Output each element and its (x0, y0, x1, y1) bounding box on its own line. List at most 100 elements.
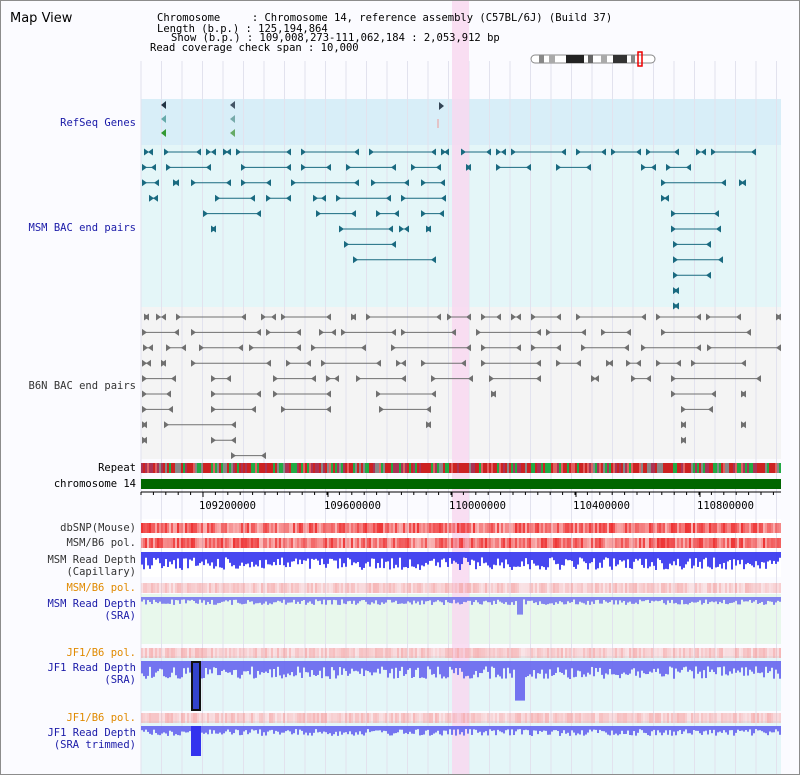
jf1-sra-depth-bar (713, 661, 715, 672)
repeat-block (421, 463, 423, 473)
track-label-jf1-depth-sra[interactable]: JF1 Read Depth (47, 662, 136, 674)
dbsnp-heat-cell (419, 523, 421, 533)
track-label-chromosome[interactable]: chromosome 14 (53, 478, 136, 490)
msm-b6-pol-heat-cell (709, 583, 711, 593)
msm-b6-pol-heat-cell (395, 583, 397, 593)
msm-sra-depth-bar (535, 597, 537, 603)
repeat-block (681, 463, 683, 473)
jf1-trimmed-depth-bar (257, 726, 259, 734)
msm-b6-pol-heat-cell (181, 583, 183, 593)
gene-arrow-icon (161, 129, 166, 137)
repeat-block (405, 463, 407, 473)
jf1-trimmed-depth-bar (255, 726, 257, 731)
msm-capillary-depth-bar (205, 552, 207, 560)
jf1-b6-pol-heat-cell (513, 713, 515, 723)
msm-b6-pol-heat-cell (307, 583, 309, 593)
jf1-b6-pol-heat-cell (517, 713, 519, 723)
jf1-b6-pol-heat-cell (629, 713, 631, 723)
track-label-msm-bac[interactable]: MSM BAC end pairs (28, 222, 136, 234)
msm-capillary-depth-bar (149, 552, 151, 569)
msm-b6-pol-heat-cell (613, 538, 615, 548)
track-label-jf1-b6-pol-2[interactable]: JF1/B6 pol. (66, 712, 136, 724)
track-label-repeat[interactable]: Repeat (98, 462, 136, 474)
msm-capillary-depth-bar (341, 552, 343, 568)
b6n-bac-pair-end (273, 390, 278, 398)
dbsnp-heat-cell (539, 523, 541, 533)
track-label-msm-b6-pol-1[interactable]: MSM/B6 pol. (66, 537, 136, 549)
jf1-trimmed-depth-bar (243, 726, 245, 732)
jf1-b6-pol-heat-cell (521, 713, 523, 723)
b6n-bac-pair-end (481, 359, 486, 367)
dbsnp-heat-cell (749, 523, 751, 533)
b6n-bac-pair-end (536, 328, 541, 336)
msm-b6-pol-heat-cell (199, 538, 201, 548)
msm-sra-depth-bar (287, 597, 289, 603)
jf1-sra-depth-bar (245, 661, 247, 672)
msm-b6-pol-heat-cell (161, 583, 163, 593)
msm-capillary-depth-bar (551, 552, 553, 558)
msm-sra-depth-bar (301, 597, 303, 601)
dbsnp-heat-cell (471, 523, 473, 533)
msm-capillary-depth-bar (521, 552, 523, 562)
b6n-bac-pair-end (681, 421, 686, 429)
dbsnp-heat-cell (303, 523, 305, 533)
track-label-msm-b6-pol-2[interactable]: MSM/B6 pol. (66, 582, 136, 594)
repeat-block (227, 463, 229, 473)
msm-sra-depth-bar (347, 597, 349, 602)
msm-capillary-depth-bar (739, 552, 741, 565)
jf1-b6-pol-heat-cell (673, 713, 675, 723)
b6n-bac-pair-end (326, 390, 331, 398)
jf1-b6-pol-heat-cell (535, 648, 537, 658)
track-label-dbsnp[interactable]: dbSNP(Mouse) (60, 522, 136, 534)
msm-capillary-depth-bar (471, 552, 473, 560)
msm-capillary-depth-bar (601, 552, 603, 568)
dbsnp-heat-cell (667, 523, 669, 533)
jf1-b6-pol-heat-cell (435, 648, 437, 658)
jf1-sra-depth-bar (771, 661, 773, 668)
jf1-trimmed-depth-bar (367, 726, 369, 730)
track-label-refseq[interactable]: RefSeq Genes (60, 117, 136, 129)
msm-sra-depth-bar (339, 597, 341, 605)
track-label-jf1-depth-trimmed[interactable]: JF1 Read Depth (47, 727, 136, 739)
msm-capillary-depth-bar (157, 552, 159, 559)
jf1-b6-pol-heat-cell (507, 713, 509, 723)
jf1-b6-pol-heat-cell (427, 648, 429, 658)
jf1-b6-pol-heat-cell (701, 713, 703, 723)
msm-capillary-depth-bar (627, 552, 629, 560)
jf1-trimmed-depth-bar (659, 726, 661, 733)
jf1-b6-pol-heat-cell (569, 648, 571, 658)
msm-capillary-depth-bar (147, 552, 149, 566)
msm-sra-depth-bar (587, 597, 589, 601)
jf1-trimmed-depth-bar (749, 726, 751, 730)
jf1-b6-pol-heat-cell (593, 713, 595, 723)
msm-b6-pol-heat-cell (647, 538, 649, 548)
dbsnp-heat-cell (251, 523, 253, 533)
jf1-b6-pol-heat-cell (367, 648, 369, 658)
jf1-trimmed-depth-bar (693, 726, 695, 731)
jf1-b6-pol-heat-cell (499, 648, 501, 658)
jf1-sra-depth-bar (185, 661, 187, 674)
repeat-block (517, 463, 519, 473)
track-label-jf1-b6-pol-1[interactable]: JF1/B6 pol. (66, 647, 136, 659)
track-label-jf1-depth-trimmed-sub: (SRA trimmed) (53, 739, 136, 751)
msm-b6-pol-heat-cell (699, 538, 701, 548)
jf1-sra-depth-bar (415, 661, 417, 670)
msm-sra-depth-bar (227, 597, 229, 602)
track-label-b6n-bac[interactable]: B6N BAC end pairs (28, 380, 136, 392)
track-label-msm-depth-sra[interactable]: MSM Read Depth (47, 598, 136, 610)
repeat-block (529, 463, 531, 473)
repeat-block (711, 463, 713, 473)
msm-capillary-depth-bar (315, 552, 317, 559)
track-label-msm-depth-capillary[interactable]: MSM Read Depth (47, 554, 136, 566)
jf1-b6-pol-heat-cell (215, 713, 217, 723)
jf1-trimmed-depth-bar (263, 726, 265, 733)
msm-capillary-depth-bar (421, 552, 423, 566)
jf1-sra-depth-bar (479, 661, 481, 674)
jf1-sra-depth-bar (603, 661, 605, 679)
msm-sra-depth-bar (219, 597, 221, 603)
msm-sra-depth-bar (743, 597, 745, 602)
msm-sra-depth-bar (327, 597, 329, 601)
jf1-trimmed-depth-bar (455, 726, 457, 736)
dbsnp-heat-cell (693, 523, 695, 533)
